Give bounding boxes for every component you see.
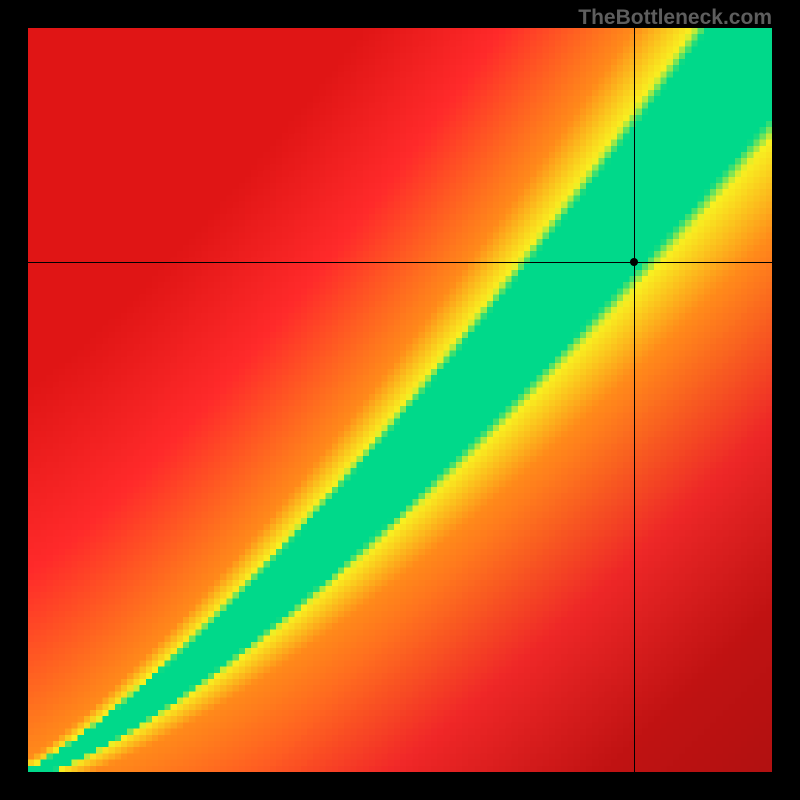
heatmap-plot <box>28 28 772 772</box>
marker-dot <box>630 258 638 266</box>
figure-container: TheBottleneck.com <box>0 0 800 800</box>
attribution-text: TheBottleneck.com <box>578 6 772 30</box>
crosshair-vertical <box>634 28 635 772</box>
heatmap-canvas <box>28 28 772 772</box>
crosshair-horizontal <box>28 262 772 263</box>
